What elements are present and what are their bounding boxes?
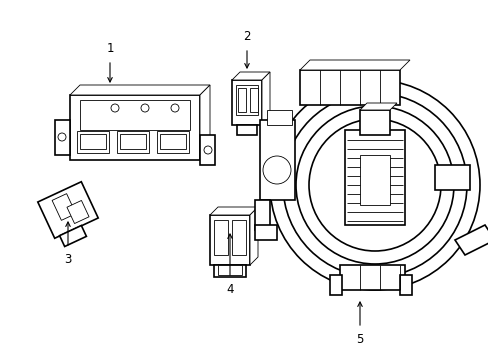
Bar [214,220,227,255]
Polygon shape [359,103,396,110]
Polygon shape [209,207,258,215]
Text: 4: 4 [226,283,233,296]
Circle shape [171,104,179,112]
Polygon shape [55,120,70,155]
Bar [434,165,469,190]
Bar [299,70,399,105]
Bar [329,275,341,295]
Bar [236,85,258,115]
Bar [254,200,269,230]
Bar [238,88,245,112]
Bar [249,88,258,112]
Bar [399,275,411,295]
Bar [80,100,190,130]
Bar [70,95,200,160]
Circle shape [141,104,149,112]
Text: 5: 5 [356,333,363,346]
Bar [157,131,189,153]
Bar [80,134,106,149]
Bar [209,215,249,265]
Polygon shape [70,85,209,95]
Text: 2: 2 [243,30,250,43]
Bar [359,155,389,205]
Circle shape [111,104,119,112]
Bar [231,80,262,125]
Polygon shape [262,72,269,125]
Bar [117,131,149,153]
Bar [260,120,294,200]
Text: 1: 1 [106,42,114,55]
Polygon shape [200,85,209,160]
Text: 3: 3 [64,253,72,266]
Bar [359,110,389,135]
Bar [254,225,276,240]
Bar [339,265,404,290]
Bar [77,131,109,153]
Bar [160,134,185,149]
Bar [237,125,257,135]
Polygon shape [38,182,98,238]
Polygon shape [67,201,89,224]
Bar [120,134,146,149]
Bar [214,265,245,277]
Polygon shape [231,72,269,80]
Polygon shape [299,60,409,70]
Bar [345,130,404,225]
Polygon shape [454,225,488,255]
Polygon shape [200,135,215,165]
Polygon shape [52,194,76,220]
Bar [218,265,242,275]
Bar [266,110,291,125]
Polygon shape [249,207,258,265]
Polygon shape [60,225,86,247]
Bar [231,220,245,255]
Circle shape [263,156,290,184]
